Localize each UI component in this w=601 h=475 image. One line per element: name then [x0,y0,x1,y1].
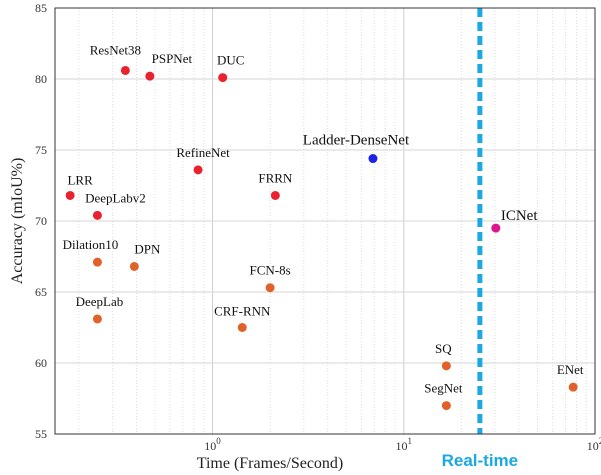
point-segnet [441,401,451,411]
point-resnet38 [120,65,130,75]
label-dilation10: Dilation10 [63,237,119,252]
point-fcn-8s [265,283,275,293]
label-crf-rnn: CRF-RNN [214,304,271,319]
label-pspnet: PSPNet [152,51,193,66]
y-tick-label: 55 [35,427,47,441]
y-tick-label: 65 [35,285,47,299]
point-enet [568,382,578,392]
label-deeplab: DeepLab [76,294,124,309]
real-time-label: Real-time [442,451,519,470]
y-tick-label: 60 [35,356,47,370]
x-tick-label: 100 [204,436,221,453]
label-ladder-densenet: Ladder-DenseNet [303,133,410,149]
point-frrn [270,190,280,200]
x-tick-label: 101 [396,436,413,453]
label-dpn: DPN [134,241,161,256]
y-tick-label: 80 [35,72,47,86]
point-ladder-densenet [368,154,378,164]
point-pspnet [145,71,155,81]
point-dilation10 [92,257,102,267]
real-time-threshold: Real-time [442,8,519,470]
label-frrn: FRRN [258,170,293,185]
label-icnet: ICNet [501,208,538,224]
data-points [65,65,578,411]
plot-frame [54,7,596,435]
point-labels: ResNet38 PSPNet DUC RefineNet LRR FRRN DeepLab… [63,42,584,395]
point-dpn [129,261,139,271]
point-deeplabv2 [92,210,102,220]
point-refinenet [193,165,203,175]
label-duc: DUC [217,53,244,68]
y-tick-label: 75 [35,143,47,157]
y-axis-label: Accuracy (mIoU%) [9,158,26,285]
y-tick-label: 85 [35,1,47,15]
label-fcn-8s: FCN-8s [250,263,291,278]
label-resnet38: ResNet38 [90,42,141,57]
label-lrr: LRR [67,172,93,187]
y-tick-label: 70 [35,214,47,228]
label-enet: ENet [557,362,584,377]
point-duc [218,73,228,83]
point-icnet [491,223,501,233]
tick-labels: 55 60 65 70 75 80 85 100 101 102 [35,1,601,453]
x-axis-label: Time (Frames/Second) [197,455,344,472]
x-tick-label: 102 [587,436,601,453]
label-segnet: SegNet [424,381,463,396]
label-sq: SQ [435,341,452,356]
label-deeplabv2: DeepLabv2 [85,190,146,205]
point-deeplab [92,314,102,324]
point-lrr [65,190,75,200]
point-crf-rnn [237,323,247,332]
point-sq [441,361,451,371]
label-refinenet: RefineNet [176,145,230,160]
